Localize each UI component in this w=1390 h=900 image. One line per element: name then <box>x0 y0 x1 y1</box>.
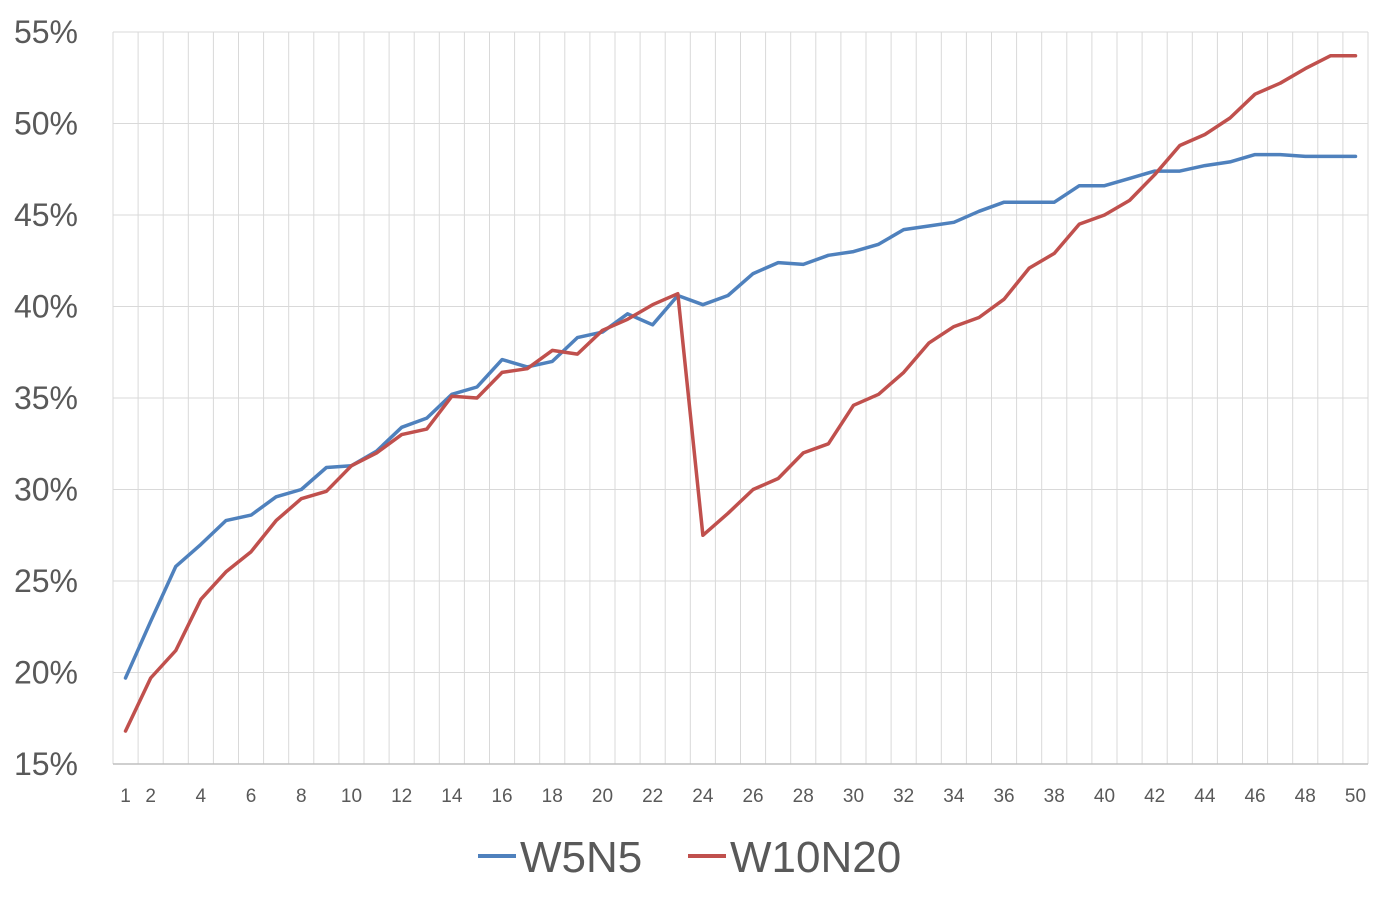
y-tick-label: 45% <box>14 197 78 233</box>
x-tick-label: 30 <box>843 786 864 807</box>
legend-label: W10N20 <box>730 833 901 882</box>
x-tick-label: 4 <box>196 786 207 807</box>
x-tick-label: 26 <box>742 786 763 807</box>
legend-label: W5N5 <box>520 833 642 882</box>
legend: W5N5 W10N20 <box>478 833 901 882</box>
x-tick-label: 12 <box>391 786 412 807</box>
gridlines <box>112 31 1369 765</box>
y-tick-label: 20% <box>14 655 78 691</box>
x-tick-label: 36 <box>993 786 1014 807</box>
y-tick-label: 50% <box>14 106 78 142</box>
x-tick-label: 46 <box>1244 786 1265 807</box>
x-tick-label: 18 <box>542 786 563 807</box>
series-line-w5n5 <box>123 152 1358 680</box>
y-tick-label: 15% <box>14 746 78 782</box>
x-tick-label: 6 <box>246 786 257 807</box>
x-tick-label: 40 <box>1094 786 1115 807</box>
x-tick-label: 20 <box>592 786 613 807</box>
x-tick-label: 28 <box>793 786 814 807</box>
x-tick-label: 44 <box>1194 786 1216 807</box>
x-tick-label: 34 <box>943 786 965 807</box>
series-line-w10n20 <box>123 54 1358 733</box>
y-tick-label: 30% <box>14 472 78 508</box>
x-tick-label: 14 <box>441 786 463 807</box>
x-tick-label: 32 <box>893 786 914 807</box>
y-tick-label: 35% <box>14 380 78 416</box>
x-tick-label: 2 <box>145 786 156 807</box>
y-tick-label: 40% <box>14 289 78 325</box>
axes: 15%20%25%30%35%40%45%50%55%1 2 4 6 8 10 12 14 16… <box>14 14 1368 807</box>
x-tick-label: 8 <box>296 786 307 807</box>
x-tick-label: 22 <box>642 786 663 807</box>
series-lines <box>123 54 1358 733</box>
y-tick-label: 55% <box>14 14 78 50</box>
x-tick-label: 1 <box>120 786 131 807</box>
y-tick-label: 25% <box>14 563 78 599</box>
x-tick-label: 48 <box>1295 786 1316 807</box>
x-tick-label: 24 <box>692 786 714 807</box>
x-tick-label: 10 <box>341 786 362 807</box>
x-tick-label: 38 <box>1044 786 1065 807</box>
x-tick-label: 42 <box>1144 786 1165 807</box>
x-tick-label: 50 <box>1345 786 1366 807</box>
x-tick-label: 16 <box>491 786 512 807</box>
